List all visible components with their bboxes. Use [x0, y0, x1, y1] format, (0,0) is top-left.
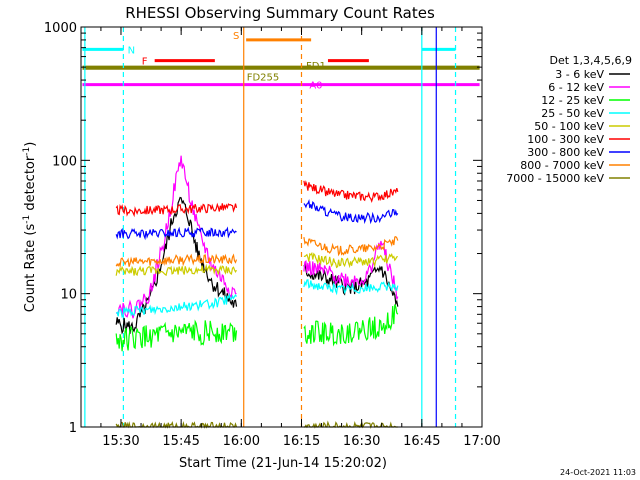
series-line	[115, 421, 238, 429]
series-line	[303, 251, 399, 269]
series-line	[116, 155, 237, 319]
legend-label: 50 - 100 keV	[534, 120, 604, 133]
y-tick-label: 100	[52, 154, 77, 169]
y-tick-label: 1000	[44, 21, 77, 36]
legend-label: 3 - 6 keV	[555, 68, 604, 81]
series-line	[115, 226, 237, 241]
series-line	[303, 420, 398, 430]
series-line	[303, 180, 399, 204]
series-line	[115, 319, 238, 352]
x-tick-label: 15:30	[102, 434, 139, 449]
series-line	[303, 304, 399, 347]
flag-label: S	[233, 31, 239, 42]
legend-label: 6 - 12 keV	[548, 81, 604, 94]
legend-label: 300 - 800 keV	[527, 146, 604, 159]
x-tick-label: 16:15	[283, 434, 320, 449]
flag-bars: NF S FD1 FD255 A0	[82, 31, 480, 92]
series-line	[115, 292, 238, 319]
y-axis-label-end: )	[23, 142, 38, 147]
y-tick-label: 10	[60, 288, 77, 303]
legend-label: 12 - 25 keV	[541, 94, 604, 107]
series-line	[115, 202, 238, 218]
series-line	[303, 240, 399, 300]
series-lines	[115, 155, 399, 430]
legend-label: 800 - 7000 keV	[520, 159, 604, 172]
chart-title: RHESSI Observing Summary Count Rates	[125, 4, 435, 22]
axis-ticks: 15:30 15:45 16:00 16:15 16:30 16:45 17:00 1 10 10…	[44, 21, 501, 449]
series-line	[115, 196, 238, 335]
x-tick-label: 17:00	[463, 434, 500, 449]
series-line	[303, 198, 399, 225]
x-tick-label: 16:30	[343, 434, 380, 449]
flag-label: A0	[309, 81, 322, 92]
flag-label: FD1	[306, 61, 326, 72]
y-axis-label-main: Count Rate (s	[23, 224, 38, 313]
y-tick-label: 1	[69, 421, 77, 436]
series-line	[303, 262, 399, 307]
y-axis-label-sup2: -1	[22, 147, 32, 156]
series-line	[303, 279, 399, 296]
legend-label: 100 - 300 keV	[527, 133, 604, 146]
legend-label: 7000 - 15000 keV	[506, 172, 604, 185]
x-tick-label: 15:45	[162, 434, 199, 449]
y-axis-label: Count Rate (s-1 detector-1)	[22, 142, 38, 313]
flag-label: FD255	[247, 72, 280, 83]
x-tick-label: 16:45	[403, 434, 440, 449]
legend-title: Det 1,3,4,5,6,9	[549, 54, 632, 67]
legend-label: 25 - 50 keV	[541, 107, 604, 120]
x-tick-label: 16:00	[223, 434, 260, 449]
footer-date: 24-Oct-2021 11:03	[560, 468, 636, 477]
y-axis-label-sup1: -1	[22, 215, 32, 224]
flag-label: F	[142, 57, 148, 68]
series-line	[115, 253, 238, 269]
y-axis-label-mid: detector	[23, 155, 38, 215]
series-line	[303, 235, 399, 257]
vertical-markers	[84, 27, 457, 427]
flag-label: N	[128, 45, 135, 56]
x-axis-label: Start Time (21-Jun-14 15:20:02)	[179, 456, 387, 471]
series-line	[115, 263, 238, 277]
